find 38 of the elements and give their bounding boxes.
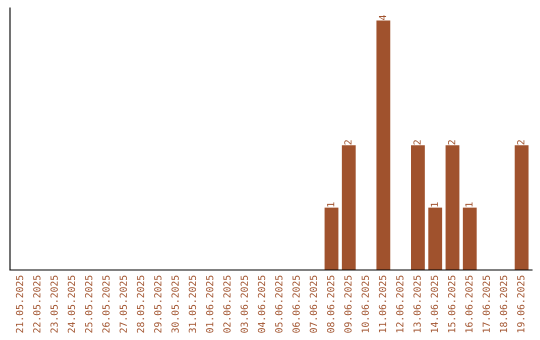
x-tick-label: 11.06.2025 xyxy=(378,276,386,332)
x-tick-label: 01.06.2025 xyxy=(206,276,214,333)
data-label: 2 xyxy=(344,140,352,145)
x-tick-label: 31.05.2025 xyxy=(188,276,196,333)
x-tick-label: 25.05.2025 xyxy=(85,276,92,333)
data-label: 1 xyxy=(327,202,334,206)
x-tick-label: 08.06.2025 xyxy=(326,276,334,333)
x-tick-label: 24.05.2025 xyxy=(68,276,76,333)
x-tick-label: 14.06.2025 xyxy=(430,276,438,332)
x-tick-label: 26.05.2025 xyxy=(102,276,110,333)
x-tick-label: 18.06.2025 xyxy=(500,276,508,332)
x-tick-label: 19.06.2025 xyxy=(517,276,524,332)
x-tick-label: 30.05.2025 xyxy=(171,276,179,333)
x-tick-label: 15.06.2025 xyxy=(448,276,456,332)
data-label: 1 xyxy=(465,202,472,206)
x-tick-label: 29.05.2025 xyxy=(154,276,162,333)
x-tick-label: 06.06.2025 xyxy=(292,276,300,333)
x-tick-label: 04.06.2025 xyxy=(258,276,266,333)
x-tick-label: 13.06.2025 xyxy=(413,276,421,332)
x-tick-label: 21.05.2025 xyxy=(16,276,24,333)
x-tick-label: 23.05.2025 xyxy=(50,276,58,333)
x-tick-label: 12.06.2025 xyxy=(396,276,404,332)
x-tick-label: 22.05.2025 xyxy=(33,276,40,333)
x-tick-label: 03.06.2025 xyxy=(240,276,248,333)
x-tick-label: 10.06.2025 xyxy=(362,276,369,332)
x-tick-label: 27.05.2025 xyxy=(120,276,127,333)
data-label: 4 xyxy=(378,15,386,20)
x-tick-label: 05.06.2025 xyxy=(275,276,282,333)
data-label: 2 xyxy=(448,140,456,145)
x-tick-label: 09.06.2025 xyxy=(344,276,352,333)
x-tick-label: 28.05.2025 xyxy=(136,276,144,333)
data-label: 1 xyxy=(430,202,438,206)
data-label: 2 xyxy=(413,140,421,145)
x-tick-label: 16.06.2025 xyxy=(465,276,473,332)
x-tick-label: 17.06.2025 xyxy=(482,276,490,332)
x-tick-label: 07.06.2025 xyxy=(310,276,318,333)
x-tick-label: 02.06.2025 xyxy=(223,276,231,333)
data-label: 2 xyxy=(517,140,524,145)
